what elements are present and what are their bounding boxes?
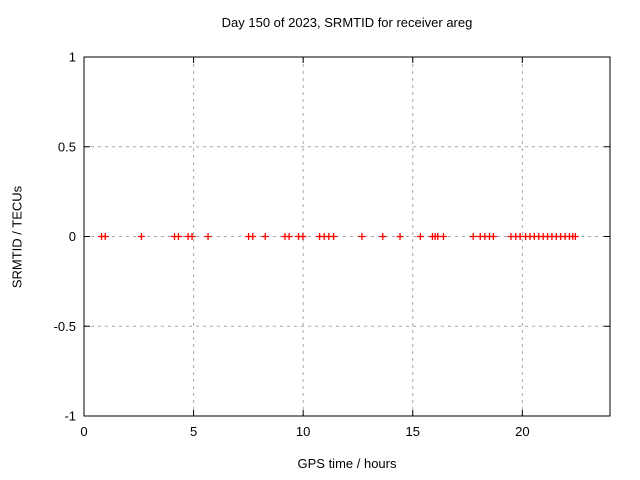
data-point-marker <box>249 233 257 240</box>
y-tick-label: 0.5 <box>58 139 76 154</box>
data-point-marker <box>285 233 293 240</box>
data-point-marker <box>358 233 366 240</box>
y-tick-label: -1 <box>64 409 76 424</box>
data-point-marker <box>137 233 145 240</box>
data-point-marker <box>174 233 182 240</box>
data-point-marker <box>469 233 477 240</box>
chart-title: Day 150 of 2023, SRMTID for receiver are… <box>221 15 473 30</box>
data-point-marker <box>188 233 196 240</box>
data-point-marker <box>379 233 387 240</box>
y-tick-label: 0 <box>69 229 76 244</box>
data-point-marker <box>396 233 404 240</box>
y-tick-label: -0.5 <box>54 319 76 334</box>
data-point-marker <box>299 233 307 240</box>
x-tick-label: 15 <box>406 424 420 439</box>
x-tick-label: 0 <box>80 424 87 439</box>
x-tick-label: 10 <box>296 424 310 439</box>
x-tick-label: 5 <box>190 424 197 439</box>
data-point-marker <box>416 233 424 240</box>
data-point-marker <box>261 233 269 240</box>
y-tick-label: 1 <box>69 50 76 65</box>
data-point-marker <box>101 233 109 240</box>
data-point-marker <box>489 233 497 240</box>
data-point-marker <box>204 233 212 240</box>
data-point-marker <box>571 233 579 240</box>
x-axis-label: GPS time / hours <box>297 456 397 471</box>
data-point-marker <box>439 233 447 240</box>
data-point-marker <box>330 233 338 240</box>
x-tick-label: 20 <box>515 424 529 439</box>
